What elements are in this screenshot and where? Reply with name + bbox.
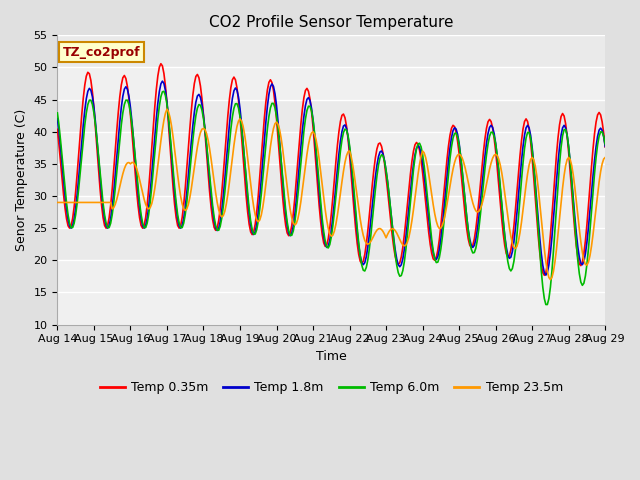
- Bar: [58, 36, 605, 68]
- Line: Temp 6.0m: Temp 6.0m: [58, 91, 605, 304]
- Bar: [58, 260, 605, 324]
- Bar: [58, 100, 605, 132]
- Title: CO2 Profile Sensor Temperature: CO2 Profile Sensor Temperature: [209, 15, 454, 30]
- Bar: [58, 164, 605, 196]
- Line: Temp 1.8m: Temp 1.8m: [58, 81, 605, 275]
- Bar: [58, 196, 605, 228]
- Text: TZ_co2prof: TZ_co2prof: [63, 46, 141, 59]
- Line: Temp 23.5m: Temp 23.5m: [58, 109, 605, 279]
- Bar: [58, 68, 605, 100]
- Bar: [58, 228, 605, 260]
- Line: Temp 0.35m: Temp 0.35m: [58, 64, 605, 276]
- Bar: [58, 132, 605, 164]
- X-axis label: Time: Time: [316, 350, 347, 363]
- Y-axis label: Senor Temperature (C): Senor Temperature (C): [15, 109, 28, 251]
- Legend: Temp 0.35m, Temp 1.8m, Temp 6.0m, Temp 23.5m: Temp 0.35m, Temp 1.8m, Temp 6.0m, Temp 2…: [95, 376, 568, 399]
